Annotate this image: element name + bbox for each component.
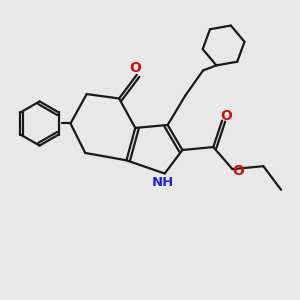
Text: NH: NH (152, 176, 174, 190)
Text: O: O (220, 109, 232, 123)
Text: O: O (129, 61, 141, 75)
Text: O: O (232, 164, 244, 178)
